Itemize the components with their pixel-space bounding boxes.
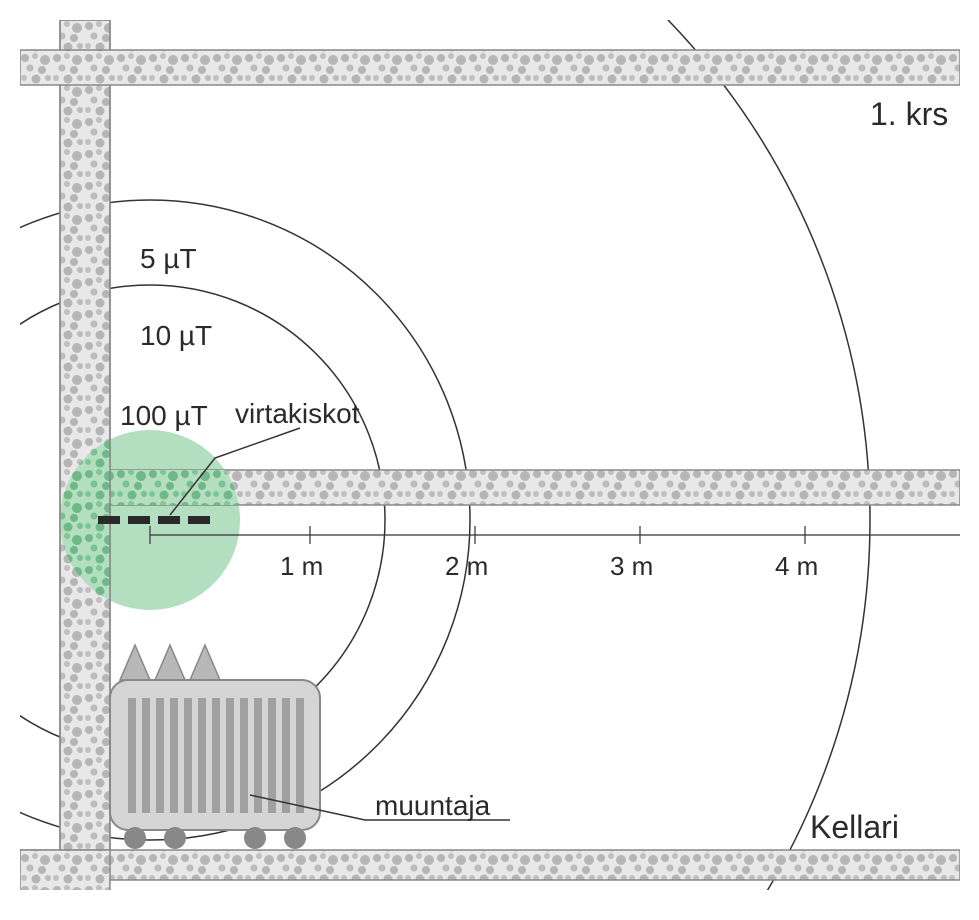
field-label-5ut: 5 µT [140,243,197,274]
diagram-svg: 1 m 2 m 3 m 4 m [20,20,960,920]
field-label-100ut: 100 µT [120,400,208,431]
field-label-10ut: 10 µT [140,320,212,351]
scale-label-3m: 3 m [610,551,653,581]
left-wall [60,20,110,860]
magnetic-field-diagram: 1 m 2 m 3 m 4 m [20,20,960,890]
scale-label-4m: 4 m [775,551,818,581]
scale-label-2m: 2 m [445,551,488,581]
scale-label-1m: 1 m [280,551,323,581]
transformer-icon [110,645,320,849]
busbars-label: virtakiskot [235,398,360,429]
first-floor-label: 1. krs [870,96,948,132]
foundation [20,850,110,910]
basement-label: Kellari [810,809,899,845]
top-floor [20,50,960,85]
transformer-label: muuntaja [375,790,491,821]
scale-axis: 1 m 2 m 3 m 4 m [150,526,960,581]
bottom-floor [20,850,960,880]
